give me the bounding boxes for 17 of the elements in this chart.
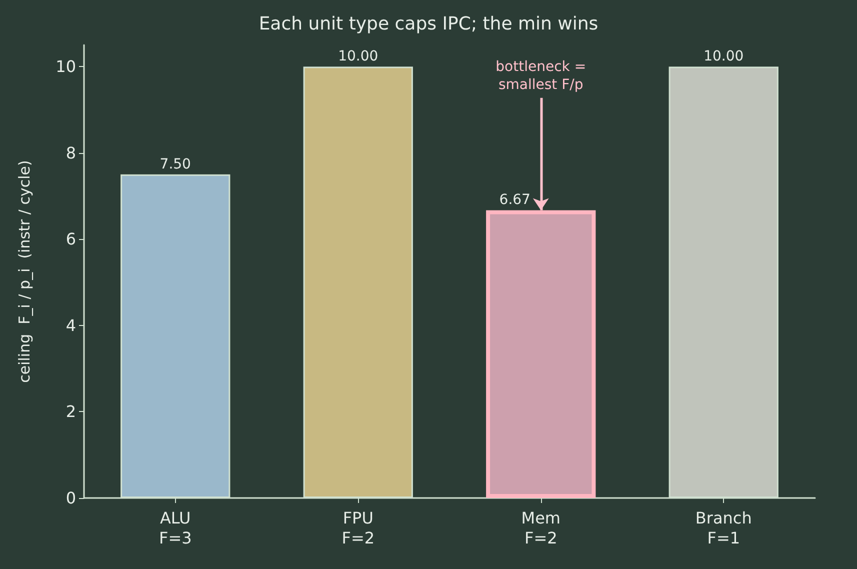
y-tick-label: 4 <box>66 316 76 335</box>
chart-title: Each unit type caps IPC; the min wins <box>258 14 598 34</box>
annotation: bottleneck = smallest F/p <box>496 58 586 93</box>
x-tick-label: Branch F=1 <box>695 508 752 548</box>
data-label: 6.67 <box>499 192 530 208</box>
y-axis-title: ceiling F_i / p_i (instr / cycle) <box>16 160 34 383</box>
x-tick-label: ALU F=3 <box>158 508 192 548</box>
data-label: 7.50 <box>160 156 191 172</box>
x-tick-label: Mem F=2 <box>521 508 560 548</box>
x-tick-label: FPU F=2 <box>342 508 375 548</box>
y-tick-label: 10 <box>56 57 76 76</box>
y-tick-label: 2 <box>66 402 76 422</box>
y-tick-label: 0 <box>66 488 76 508</box>
y-tick-label: 6 <box>66 230 76 249</box>
y-tick-label: 8 <box>66 143 76 162</box>
data-label: 10.00 <box>338 48 378 65</box>
data-label: 10.00 <box>704 48 744 65</box>
